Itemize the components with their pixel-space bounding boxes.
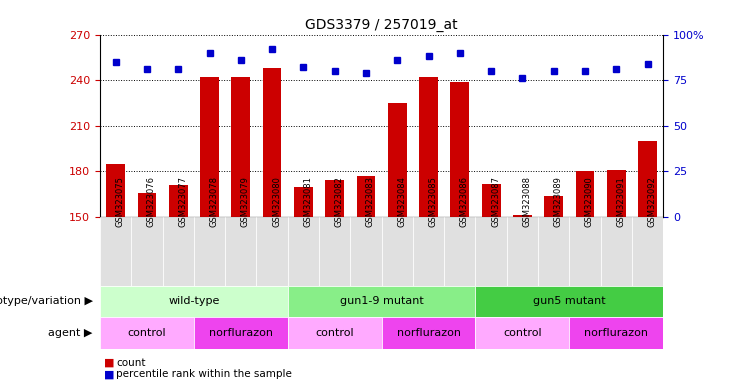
- Bar: [356, 176, 376, 217]
- Text: GSM323084: GSM323084: [397, 177, 406, 227]
- Bar: [162, 217, 194, 286]
- Bar: [231, 77, 250, 217]
- Bar: [200, 77, 219, 217]
- Text: GSM323080: GSM323080: [272, 177, 281, 227]
- Bar: [319, 217, 350, 286]
- Bar: [388, 103, 407, 217]
- Bar: [444, 217, 476, 286]
- Text: norflurazon: norflurazon: [584, 328, 648, 338]
- Bar: [131, 217, 162, 286]
- Text: gun5 mutant: gun5 mutant: [533, 296, 605, 306]
- Text: control: control: [503, 328, 542, 338]
- Bar: [638, 141, 657, 217]
- Text: GSM323075: GSM323075: [116, 177, 124, 227]
- Text: GSM323087: GSM323087: [491, 176, 500, 227]
- Bar: [106, 164, 125, 217]
- Bar: [288, 286, 476, 317]
- Bar: [350, 217, 382, 286]
- Bar: [325, 180, 344, 217]
- Text: norflurazon: norflurazon: [396, 328, 461, 338]
- Bar: [382, 217, 413, 286]
- Bar: [413, 217, 444, 286]
- Text: GSM323085: GSM323085: [428, 177, 437, 227]
- Bar: [382, 317, 476, 349]
- Bar: [225, 217, 256, 286]
- Bar: [100, 317, 194, 349]
- Text: GSM323079: GSM323079: [241, 177, 250, 227]
- Text: GSM323083: GSM323083: [366, 176, 375, 227]
- Bar: [569, 217, 601, 286]
- Text: GSM323082: GSM323082: [335, 177, 344, 227]
- Bar: [256, 217, 288, 286]
- Bar: [194, 217, 225, 286]
- Text: gun1-9 mutant: gun1-9 mutant: [339, 296, 424, 306]
- Text: GSM323092: GSM323092: [648, 177, 657, 227]
- Bar: [169, 185, 187, 217]
- Text: agent ▶: agent ▶: [48, 328, 93, 338]
- Text: GSM323091: GSM323091: [617, 177, 625, 227]
- Bar: [513, 215, 532, 217]
- Bar: [476, 286, 663, 317]
- Bar: [545, 196, 563, 217]
- Text: count: count: [116, 358, 146, 368]
- Text: wild-type: wild-type: [168, 296, 219, 306]
- Bar: [100, 286, 288, 317]
- Bar: [419, 77, 438, 217]
- Bar: [263, 68, 282, 217]
- Bar: [482, 184, 500, 217]
- Text: GSM323077: GSM323077: [179, 176, 187, 227]
- Bar: [476, 317, 569, 349]
- Text: ■: ■: [104, 358, 114, 368]
- Bar: [538, 217, 569, 286]
- Text: genotype/variation ▶: genotype/variation ▶: [0, 296, 93, 306]
- Text: GSM323076: GSM323076: [147, 176, 156, 227]
- Bar: [100, 217, 131, 286]
- Text: norflurazon: norflurazon: [209, 328, 273, 338]
- Bar: [288, 217, 319, 286]
- Text: GSM323090: GSM323090: [585, 177, 594, 227]
- Text: GSM323088: GSM323088: [522, 176, 531, 227]
- Text: percentile rank within the sample: percentile rank within the sample: [116, 369, 292, 379]
- Text: ■: ■: [104, 369, 114, 379]
- Bar: [601, 217, 632, 286]
- Bar: [632, 217, 663, 286]
- Bar: [607, 170, 625, 217]
- Bar: [194, 317, 288, 349]
- Bar: [294, 187, 313, 217]
- Text: GSM323081: GSM323081: [303, 177, 313, 227]
- Text: GSM323089: GSM323089: [554, 177, 562, 227]
- Bar: [576, 171, 594, 217]
- Bar: [569, 317, 663, 349]
- Title: GDS3379 / 257019_at: GDS3379 / 257019_at: [305, 18, 458, 32]
- Bar: [451, 82, 469, 217]
- Text: control: control: [127, 328, 166, 338]
- Text: GSM323086: GSM323086: [460, 176, 469, 227]
- Bar: [138, 193, 156, 217]
- Bar: [507, 217, 538, 286]
- Bar: [476, 217, 507, 286]
- Bar: [288, 317, 382, 349]
- Text: control: control: [316, 328, 354, 338]
- Text: GSM323078: GSM323078: [210, 176, 219, 227]
